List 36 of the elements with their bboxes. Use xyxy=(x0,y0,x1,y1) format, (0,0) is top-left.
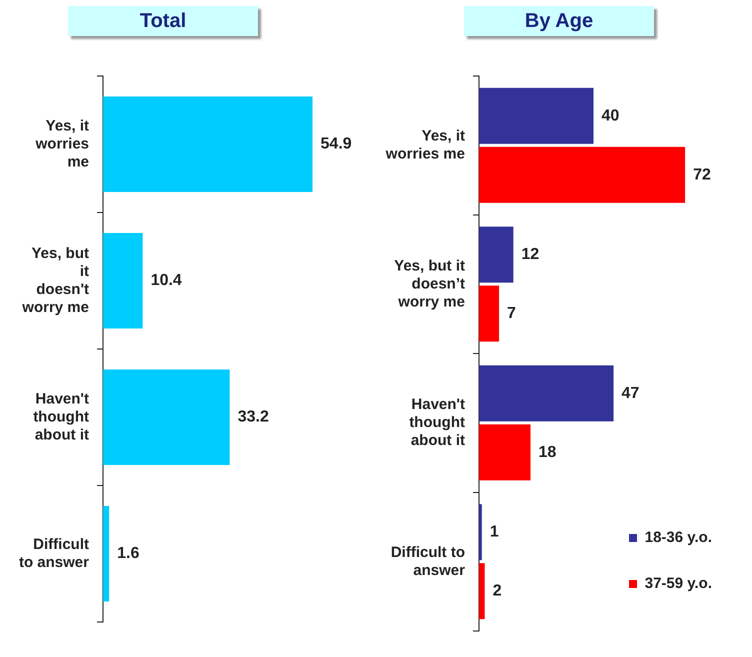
legend-label: 18-36 y.o. xyxy=(644,529,712,546)
chart-title: By Age xyxy=(464,6,654,36)
bar xyxy=(479,504,482,560)
y-tick-label: Yes, but it doesn't worry me xyxy=(21,244,90,316)
bar xyxy=(479,286,500,342)
data-label: 47 xyxy=(622,384,640,402)
bar xyxy=(479,424,531,480)
data-label: 18 xyxy=(538,444,556,461)
bar xyxy=(103,506,110,602)
data-label: 12 xyxy=(521,246,540,264)
y-tick-label: Yes, but it doesn’t worry me xyxy=(394,257,465,310)
y-tick-label: Yes, it worries me xyxy=(384,128,466,163)
bar xyxy=(103,369,230,466)
y-tick-label: Yes, it worries me xyxy=(34,117,90,170)
data-label: 10.4 xyxy=(150,272,182,290)
y-tick-label: Difficult to answer xyxy=(390,544,466,579)
bar xyxy=(103,96,313,192)
bar xyxy=(479,88,594,144)
data-label: 1.6 xyxy=(117,545,140,562)
bar xyxy=(479,365,614,422)
bar xyxy=(479,563,485,620)
y-tick-label: Haven't thought about it xyxy=(409,396,466,450)
data-label: 54.9 xyxy=(320,136,352,153)
data-label: 40 xyxy=(602,107,620,124)
data-label: 7 xyxy=(507,305,516,322)
chart-title: Total xyxy=(68,6,258,36)
data-label: 72 xyxy=(693,166,711,184)
data-label: 33.2 xyxy=(238,408,269,426)
data-label: 1 xyxy=(490,524,499,541)
bar xyxy=(479,146,686,203)
y-tick-label: Difficult to answer xyxy=(18,536,90,571)
data-label: 2 xyxy=(492,582,502,600)
bar xyxy=(103,232,143,329)
bar xyxy=(479,226,514,283)
y-tick-label: Haven't thought about it xyxy=(33,390,90,444)
legend-label: 37-59 y.o. xyxy=(644,575,712,592)
